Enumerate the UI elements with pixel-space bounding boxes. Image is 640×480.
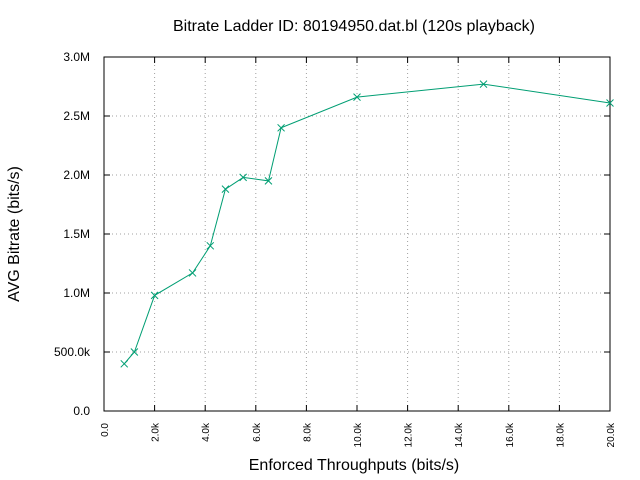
data-point-marker (150, 291, 159, 300)
series-layer (120, 80, 614, 368)
data-point-marker (120, 359, 129, 368)
data-point-marker (239, 173, 248, 182)
series-line (123, 83, 611, 365)
y-tick-label: 1.0M (63, 286, 90, 300)
x-tick-label: 10.0k (353, 422, 364, 447)
y-tick-label: 1.5M (63, 227, 90, 241)
data-point-marker (130, 348, 139, 356)
x-tick-label: 4.0k (201, 422, 212, 442)
data-point-marker (206, 241, 215, 250)
y-axis-label: AVG Bitrate (bits/s) (6, 166, 23, 302)
y-tick-label: 0.0 (73, 404, 90, 418)
data-point-marker (479, 80, 488, 88)
y-tick-labels: 0.0 500.0k 1.0M 1.5M 2.0M 2.5M 3.0M (54, 50, 91, 418)
chart-title: Bitrate Ladder ID: 80194950.dat.bl (120s… (173, 18, 535, 35)
x-tick-label: 20.0k (606, 422, 617, 447)
data-point-marker (188, 269, 197, 277)
y-tick-label: 500.0k (54, 345, 91, 359)
x-tick-label: 2.0k (151, 422, 162, 442)
x-tick-label: 12.0k (404, 422, 415, 447)
x-tick-label: 6.0k (252, 422, 263, 442)
data-point-marker (353, 93, 361, 101)
x-tick-label: 0.0 (100, 423, 111, 437)
grid-lines (104, 57, 610, 411)
x-tick-label: 8.0k (302, 422, 313, 442)
x-axis-label: Enforced Throughputs (bits/s) (249, 457, 459, 474)
data-point-marker (221, 185, 230, 194)
data-point-marker (277, 123, 285, 132)
y-tick-label: 2.5M (63, 109, 90, 123)
data-point-marker (264, 177, 273, 185)
axis-ticks (103, 56, 611, 412)
data-point-marker (606, 99, 614, 107)
x-tick-label: 14.0k (454, 422, 465, 447)
y-tick-label: 2.0M (63, 168, 90, 182)
y-tick-label: 3.0M (63, 50, 90, 64)
x-tick-label: 16.0k (505, 422, 516, 447)
x-tick-label: 18.0k (555, 422, 566, 447)
x-tick-labels: 0.0 2.0k 4.0k 6.0k 8.0k 10.0k 12.0k 14.0k 16.0k 1… (100, 422, 617, 447)
